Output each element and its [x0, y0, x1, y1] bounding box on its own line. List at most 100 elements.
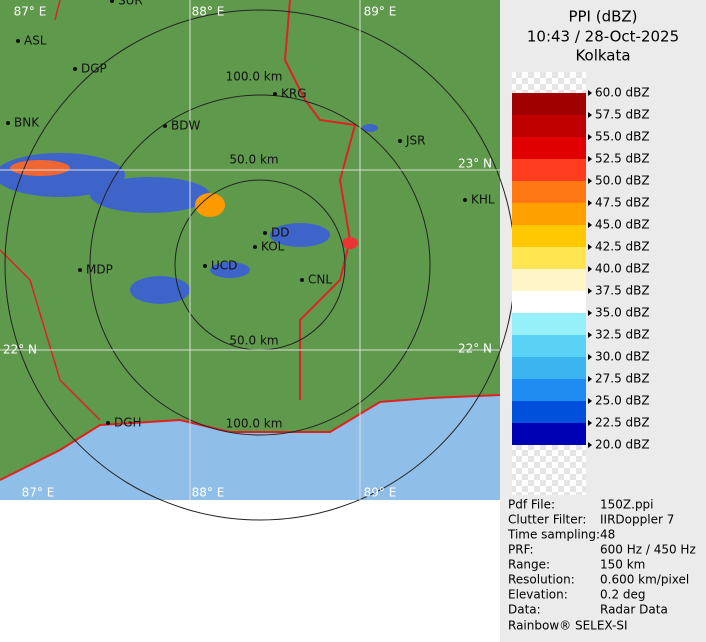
- ring-label: 50.0 km: [229, 334, 278, 348]
- city-marker: [78, 268, 82, 272]
- grid-label: 87° E: [22, 486, 55, 500]
- info-key: Data:: [508, 603, 541, 617]
- city-label: BDW: [171, 119, 200, 133]
- legend-swatch: [512, 181, 586, 203]
- grid-label: 89° E: [364, 486, 397, 500]
- legend-label: 45.0 dBZ: [595, 218, 650, 232]
- city-label: ASL: [24, 34, 47, 48]
- legend-swatch: [512, 423, 586, 445]
- legend-swatch: [512, 357, 586, 379]
- legend-label: 50.0 dBZ: [595, 174, 650, 188]
- legend-label: 55.0 dBZ: [595, 130, 650, 144]
- legend-label: 37.5 dBZ: [595, 284, 650, 298]
- city-marker: [73, 67, 77, 71]
- grid-label: 88° E: [192, 486, 225, 500]
- legend-pointer: [588, 332, 592, 338]
- city-label: KRG: [281, 87, 307, 101]
- legend-label: 30.0 dBZ: [595, 350, 650, 364]
- ring-label: 50.0 km: [229, 153, 278, 167]
- legend-swatch: [512, 115, 586, 137]
- city-marker: [300, 278, 304, 282]
- city-marker: [16, 39, 20, 43]
- legend-swatch: [512, 291, 586, 313]
- legend-pointer: [588, 266, 592, 272]
- legend-pointer: [588, 310, 592, 316]
- city-label: CNL: [308, 273, 332, 287]
- legend-pointer: [588, 376, 592, 382]
- legend-pointer: [588, 200, 592, 206]
- city-marker: [263, 231, 267, 235]
- legend-label: 22.5 dBZ: [595, 416, 650, 430]
- info-value: 0.600 km/pixel: [600, 573, 689, 587]
- legend-swatch: [512, 269, 586, 291]
- legend-label: 42.5 dBZ: [595, 240, 650, 254]
- legend-pointer: [588, 288, 592, 294]
- info-value: 600 Hz / 450 Hz: [600, 543, 696, 557]
- legend-label: 20.0 dBZ: [595, 438, 650, 452]
- legend-pointer: [588, 90, 592, 96]
- legend-pointer: [588, 420, 592, 426]
- legend-swatch: [512, 72, 586, 93]
- footer: Rainbow® SELEX-SI: [508, 619, 628, 633]
- city-label: DD: [271, 226, 289, 240]
- city-marker: [6, 121, 10, 125]
- grid-label: 22° N: [458, 342, 492, 356]
- city-label: MDP: [86, 263, 113, 277]
- legend-label: 27.5 dBZ: [595, 372, 650, 386]
- legend-pointer: [588, 112, 592, 118]
- city-label: UCD: [211, 259, 237, 273]
- legend-swatch: [512, 335, 586, 357]
- info-key: Range:: [508, 558, 550, 572]
- info-value: IIRDoppler 7: [600, 513, 674, 527]
- legend-swatch: [512, 313, 586, 335]
- info-value: 0.2 deg: [600, 588, 646, 602]
- city-marker: [203, 264, 207, 268]
- time: 10:43 / 28-Oct-2025: [527, 28, 679, 46]
- city-label: JSR: [405, 134, 426, 148]
- legend-pointer: [588, 244, 592, 250]
- legend-label: 47.5 dBZ: [595, 196, 650, 210]
- info-key: Resolution:: [508, 573, 575, 587]
- legend-pointer: [588, 354, 592, 360]
- grid-label: 88° E: [192, 5, 225, 19]
- info-key: Elevation:: [508, 588, 568, 602]
- legend-label: 57.5 dBZ: [595, 108, 650, 122]
- legend-pointer: [588, 222, 592, 228]
- legend-swatch: [512, 137, 586, 159]
- city-marker: [110, 0, 114, 3]
- city-label: DGP: [81, 62, 107, 76]
- city-label: DGH: [114, 416, 142, 430]
- legend-label: 32.5 dBZ: [595, 328, 650, 342]
- legend-pointer: [588, 134, 592, 140]
- info-value: 150Z.ppi: [600, 498, 654, 512]
- info-value: Radar Data: [600, 603, 668, 617]
- legend-pointer: [588, 442, 592, 448]
- border: [0, 0, 101, 421]
- station: Kolkata: [575, 47, 630, 65]
- sea: [0, 395, 500, 500]
- legend-pointer: [588, 398, 592, 404]
- legend-pointer: [588, 156, 592, 162]
- legend-swatch: [512, 379, 586, 401]
- legend-label: 40.0 dBZ: [595, 262, 650, 276]
- legend-swatch: [512, 225, 586, 247]
- border: [283, 0, 357, 400]
- grid-label: 22° N: [3, 343, 37, 357]
- grid-label: 87° E: [14, 5, 47, 19]
- legend-label: 60.0 dBZ: [595, 86, 650, 100]
- legend-label: 35.0 dBZ: [595, 306, 650, 320]
- info-key: Time sampling:: [507, 528, 600, 542]
- grid-label: 89° E: [364, 5, 397, 19]
- title: PPI (dBZ): [568, 8, 637, 26]
- echoes-strong: [10, 160, 358, 249]
- info-key: Clutter Filter:: [508, 513, 586, 527]
- city-label: KOL: [261, 240, 285, 254]
- legend-swatch: [512, 247, 586, 269]
- info-key: PRF:: [508, 543, 534, 557]
- city-marker: [253, 245, 257, 249]
- legend-label: 52.5 dBZ: [595, 152, 650, 166]
- legend-pointer: [588, 178, 592, 184]
- city-marker: [463, 198, 467, 202]
